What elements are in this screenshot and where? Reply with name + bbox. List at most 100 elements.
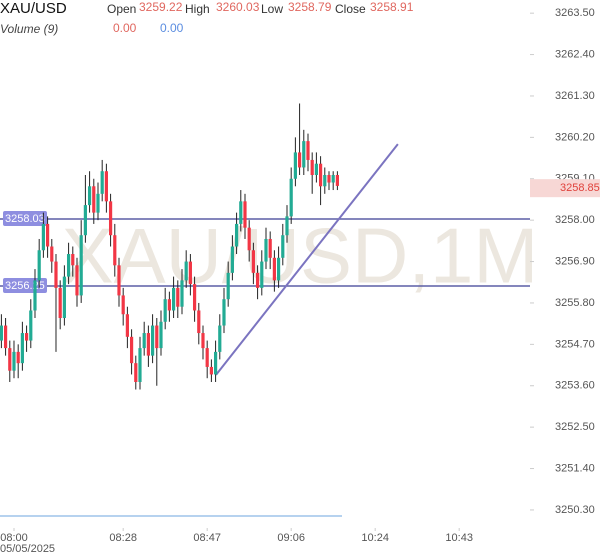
y-tick-label: 3254.70	[555, 338, 595, 350]
ohlc-label: Open	[107, 2, 136, 16]
candle-body	[71, 254, 75, 266]
candle-body	[255, 272, 260, 288]
candle-body	[66, 254, 71, 277]
x-tick-label: 08:00	[0, 532, 28, 544]
x-tick-label: 08:28	[109, 532, 137, 544]
trend-line	[215, 143, 399, 376]
candle-body	[58, 287, 62, 319]
candle-body	[289, 178, 293, 217]
ohlc-value: 3258.91	[370, 0, 414, 14]
candle-body	[54, 261, 58, 288]
candle-body	[167, 299, 171, 311]
candle-body	[218, 325, 222, 352]
y-tick-label: 3260.20	[555, 131, 595, 143]
candle-body	[75, 265, 79, 296]
candle-body	[251, 250, 255, 273]
candle-body	[8, 348, 12, 371]
candle-body	[318, 163, 323, 187]
candle-body	[331, 174, 335, 183]
ohlc-label: Low	[261, 2, 283, 16]
candle-body	[146, 333, 150, 356]
symbol: XAU/USD	[0, 0, 67, 17]
ohlc-value: 3258.79	[288, 0, 332, 14]
candle-body	[96, 193, 100, 213]
candle-body	[87, 186, 92, 206]
candle-body	[92, 186, 96, 213]
y-tick-label: 3255.80	[555, 297, 595, 309]
ohlc-value: 3259.22	[139, 0, 183, 14]
candle-body	[192, 284, 197, 311]
candle-body	[113, 235, 117, 266]
candle-body	[129, 336, 134, 364]
candle-body	[142, 333, 146, 349]
candle-body	[234, 223, 239, 247]
y-tick-label: 3252.50	[555, 421, 595, 433]
candle-body	[171, 287, 176, 311]
candle-body	[20, 333, 24, 364]
candle-body	[79, 235, 83, 296]
candle-body	[293, 152, 297, 179]
candle-body	[201, 333, 205, 349]
candle-body	[272, 257, 276, 281]
candle-body	[247, 227, 251, 251]
candle-body	[155, 325, 159, 349]
candle-body	[159, 321, 163, 349]
candle-body	[243, 201, 247, 228]
candle-body	[125, 314, 129, 337]
candle-body	[163, 299, 167, 322]
candle-body	[134, 363, 138, 382]
candle-body	[188, 261, 192, 285]
x-tick-label: 10:24	[361, 532, 389, 544]
candle-body	[138, 348, 142, 382]
ohlc-label: High	[185, 2, 210, 16]
candle-body	[327, 174, 331, 183]
y-tick-label: 3263.50	[555, 7, 595, 19]
candle-body	[83, 205, 87, 236]
candle-body	[264, 238, 268, 262]
candle-body	[117, 265, 121, 296]
candle-body	[41, 223, 45, 251]
volume-value: 0.00	[160, 21, 184, 35]
ohlc-label: Close	[335, 2, 366, 16]
candle-body	[108, 201, 113, 236]
candle-body	[12, 351, 16, 371]
candle-body	[121, 295, 125, 315]
candle-body	[24, 333, 29, 341]
candle-body	[306, 141, 310, 160]
candle-body	[29, 310, 33, 341]
y-tick-label: 3251.40	[555, 462, 595, 474]
horizontal-line-label-bg	[3, 211, 47, 227]
date-label: 05/05/2025	[0, 543, 55, 555]
candle-body	[205, 348, 209, 367]
candle-body	[314, 163, 318, 175]
candle-body	[62, 276, 66, 319]
x-tick-label: 09:06	[277, 532, 305, 544]
candle-body	[323, 174, 327, 187]
candle-body	[33, 280, 37, 311]
candle-body	[16, 351, 20, 364]
y-tick-label: 3253.60	[555, 380, 595, 392]
candle-body	[0, 325, 3, 341]
candle-body	[310, 159, 314, 175]
y-tick-label: 3262.40	[555, 48, 595, 60]
candle-body	[184, 261, 188, 281]
candle-body	[302, 141, 306, 168]
ohlc-value: 3260.03	[216, 0, 260, 14]
candle-body	[45, 223, 50, 247]
candle-body	[226, 272, 230, 300]
candle-body	[260, 261, 264, 288]
candle-body	[100, 171, 104, 194]
candle-body	[222, 299, 226, 326]
candle-body	[209, 366, 213, 375]
candle-body	[197, 310, 201, 334]
candle-body	[230, 246, 234, 273]
candle-body	[285, 216, 289, 236]
horizontal-line-label: 3258.03	[5, 213, 45, 225]
x-tick-label: 10:43	[445, 532, 473, 544]
candle-body	[268, 238, 272, 258]
candle-body	[176, 287, 180, 307]
candle-body	[297, 152, 302, 168]
candle-body	[150, 325, 155, 356]
